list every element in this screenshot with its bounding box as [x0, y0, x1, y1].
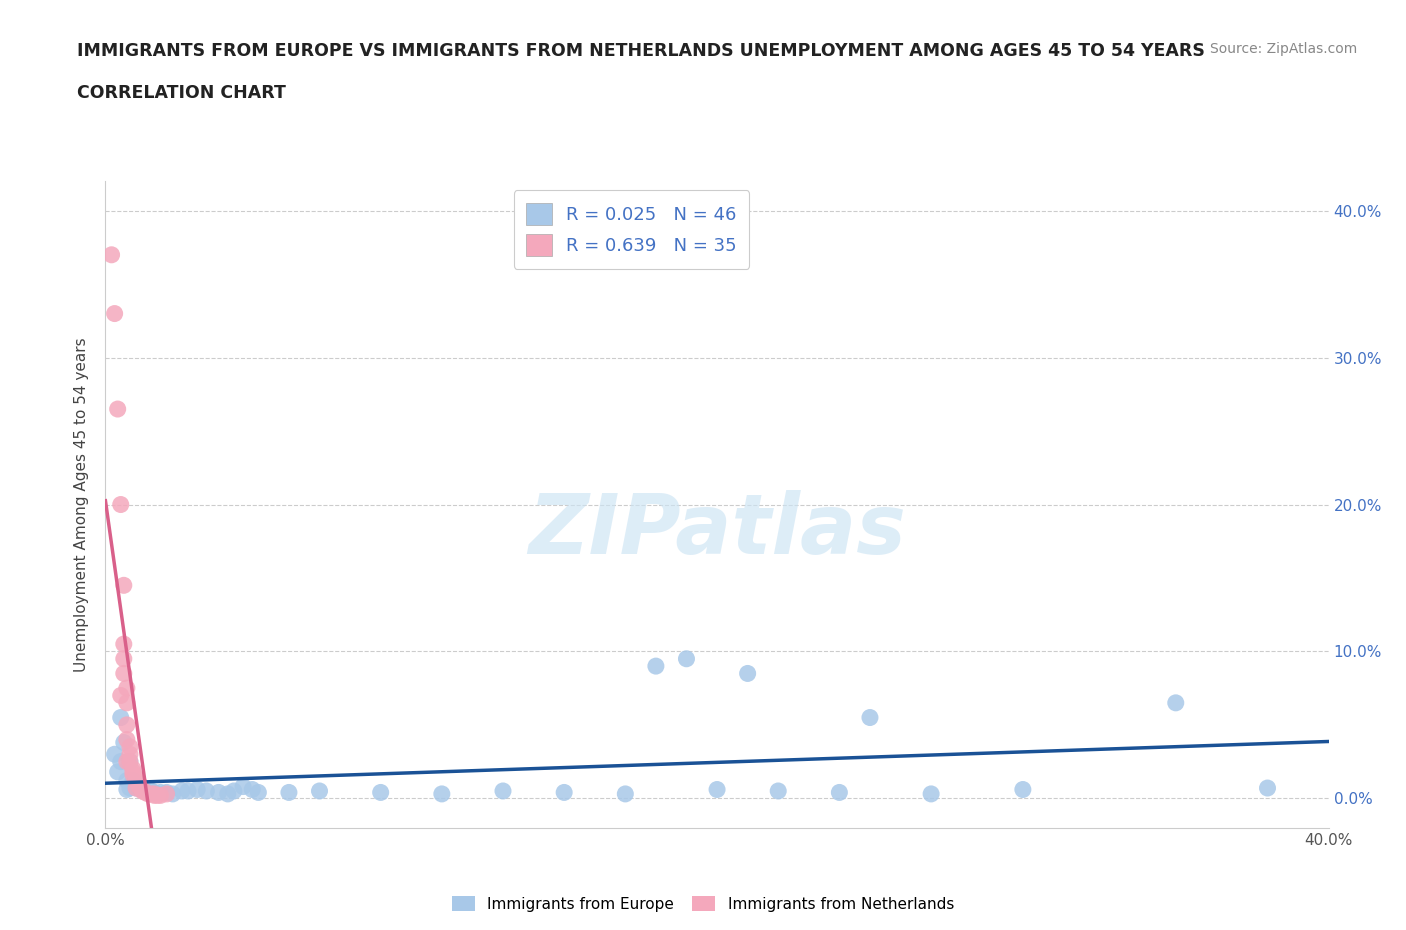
Point [125, 780, 148, 795]
Point [104, 306, 127, 321]
Point [131, 784, 153, 799]
Point [112, 637, 135, 652]
Point [149, 788, 172, 803]
Point [162, 787, 184, 802]
Point [308, 784, 330, 799]
Point [118, 754, 141, 769]
Point [115, 782, 138, 797]
Point [278, 785, 301, 800]
Point [100, 247, 122, 262]
Point [115, 717, 138, 732]
Point [112, 735, 135, 750]
Point [136, 787, 159, 802]
Point [430, 787, 453, 802]
Point [155, 787, 177, 802]
Point [115, 681, 138, 696]
Point [115, 732, 138, 747]
Point [186, 782, 208, 797]
Y-axis label: Unemployment Among Ages 45 to 54 years: Unemployment Among Ages 45 to 54 years [75, 338, 90, 671]
Point [143, 785, 166, 800]
Legend: R = 0.025   N = 46, R = 0.639   N = 35: R = 0.025 N = 46, R = 0.639 N = 35 [513, 191, 749, 269]
Point [247, 785, 270, 800]
Point [122, 764, 145, 779]
Point [146, 788, 169, 803]
Point [107, 764, 129, 779]
Point [125, 780, 148, 795]
Point [134, 785, 156, 800]
Point [1164, 696, 1187, 711]
Point [118, 780, 141, 795]
Text: Source: ZipAtlas.com: Source: ZipAtlas.com [1209, 42, 1357, 56]
Point [217, 787, 239, 802]
Point [143, 787, 166, 802]
Point [112, 651, 135, 666]
Point [112, 578, 135, 592]
Legend: Immigrants from Europe, Immigrants from Netherlands: Immigrants from Europe, Immigrants from … [446, 889, 960, 918]
Point [122, 773, 145, 788]
Point [141, 787, 163, 802]
Point [118, 747, 141, 762]
Point [110, 711, 132, 725]
Point [553, 785, 575, 800]
Point [118, 739, 141, 754]
Point [232, 779, 254, 794]
Point [149, 785, 172, 800]
Point [125, 773, 148, 788]
Point [112, 666, 135, 681]
Point [115, 696, 138, 711]
Point [155, 785, 177, 800]
Point [118, 754, 141, 769]
Text: ZIPatlas: ZIPatlas [529, 490, 905, 571]
Point [1256, 780, 1278, 795]
Point [128, 779, 150, 794]
Point [107, 402, 129, 417]
Point [828, 785, 851, 800]
Point [131, 782, 153, 797]
Point [110, 498, 132, 512]
Point [737, 666, 759, 681]
Point [141, 784, 163, 799]
Point [1011, 782, 1033, 797]
Point [207, 785, 229, 800]
Point [195, 784, 218, 799]
Point [110, 688, 132, 703]
Point [170, 784, 193, 799]
Point [768, 784, 790, 799]
Point [115, 754, 138, 769]
Point [134, 784, 156, 799]
Point [240, 782, 263, 797]
Point [104, 747, 127, 762]
Point [125, 770, 148, 785]
Point [492, 784, 515, 799]
Point [128, 777, 150, 791]
Point [222, 784, 245, 799]
Point [370, 785, 392, 800]
Point [143, 788, 166, 803]
Text: IMMIGRANTS FROM EUROPE VS IMMIGRANTS FROM NETHERLANDS UNEMPLOYMENT AMONG AGES 45: IMMIGRANTS FROM EUROPE VS IMMIGRANTS FRO… [77, 42, 1205, 60]
Point [706, 782, 728, 797]
Point [614, 787, 637, 802]
Point [122, 762, 145, 777]
Point [859, 711, 882, 725]
Point [177, 784, 200, 799]
Point [920, 787, 942, 802]
Point [110, 754, 132, 769]
Point [644, 658, 666, 673]
Text: CORRELATION CHART: CORRELATION CHART [77, 84, 287, 101]
Point [115, 773, 138, 788]
Point [675, 651, 697, 666]
Point [122, 767, 145, 782]
Point [131, 782, 153, 797]
